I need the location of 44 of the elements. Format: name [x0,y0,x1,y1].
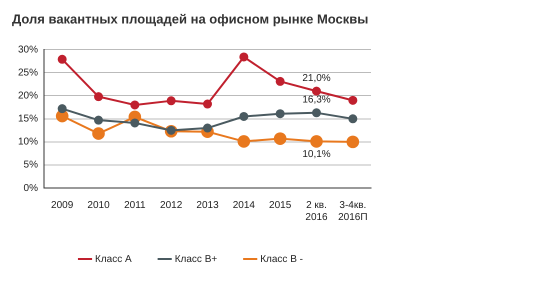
x-tick-label: 2 кв. 2016 [305,200,328,223]
chart-title: Доля вакантных площадей на офисном рынке Москвы [12,11,368,26]
data-label: 21,0% [302,72,331,84]
point [310,135,323,148]
point [348,96,358,105]
y-tick-label: 10% [18,136,38,148]
point [276,109,285,118]
point [130,100,140,110]
point [348,114,358,124]
data-label: 10,1% [302,149,331,160]
x-tick-label: 2012 [160,200,183,211]
y-tick-label: 5% [24,160,38,171]
x-tick-label: 2010 [87,200,110,211]
point [274,132,286,145]
point [276,76,285,86]
legend-label: Класс В - [260,254,303,265]
point [92,127,105,140]
point [166,96,176,106]
point [94,116,104,125]
point [94,92,104,102]
point [58,104,67,114]
x-tick-label: 2013 [196,200,220,211]
point [238,135,250,148]
point [312,86,322,96]
point [58,54,67,64]
y-tick-label: 15% [18,114,38,125]
y-tick-label: 20% [18,90,38,102]
point [130,118,140,128]
y-tick-label: 25% [18,67,38,78]
x-tick-label: 2015 [269,200,292,211]
point [312,108,322,118]
legend-label: Класс А [95,254,132,265]
y-tick-label: 30% [18,44,38,56]
legend-label: Класс В+ [174,254,218,265]
x-tick-label: 2014 [232,200,256,211]
point [346,136,360,148]
y-tick-label: 0% [24,182,38,194]
x-tick-label: 2009 [51,200,74,211]
data-label: 16,3% [302,94,331,106]
point [239,112,248,121]
x-tick-label: 3-4кв. 2016П [338,200,368,223]
x-tick-label: 2011 [124,200,146,211]
point [203,100,212,109]
point [239,52,248,62]
